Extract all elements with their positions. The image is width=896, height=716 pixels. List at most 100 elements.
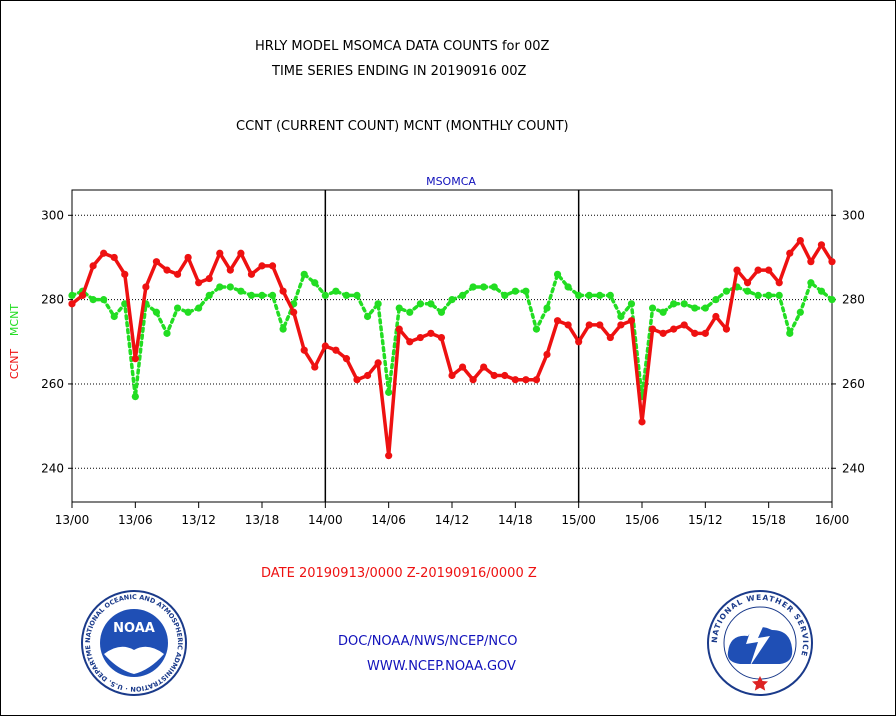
noaa-logo-text: NOAA [113, 621, 155, 636]
point-mcnt [279, 325, 287, 333]
website-link[interactable]: WWW.NCEP.NOAA.GOV [367, 659, 516, 674]
ytick-label-right: 300 [842, 208, 865, 222]
point-mcnt [680, 300, 688, 308]
point-mcnt [617, 312, 625, 321]
point-ccnt [89, 262, 97, 270]
point-mcnt [427, 300, 435, 308]
point-ccnt [796, 236, 804, 245]
chart-title: MSOMCA [426, 175, 476, 188]
date-range: DATE 20190913/0000 Z-20190916/0000 Z [261, 566, 537, 581]
ytick-label-left: 300 [41, 208, 64, 222]
point-ccnt [131, 355, 139, 363]
point-ccnt [458, 363, 467, 371]
point-ccnt [585, 321, 593, 329]
point-mcnt [258, 291, 266, 300]
point-ccnt [173, 270, 182, 278]
point-ccnt [596, 321, 604, 329]
series-line-ccnt [70, 238, 834, 458]
agency-text: DOC/NOAA/NWS/NCEP/NCO [338, 634, 518, 649]
point-ccnt [606, 333, 614, 342]
point-ccnt [522, 376, 530, 384]
point-ccnt [701, 329, 709, 337]
point-ccnt [670, 325, 678, 333]
point-mcnt [268, 291, 277, 300]
point-mcnt [205, 291, 213, 300]
xtick-label: 16/00 [815, 513, 850, 527]
ytick-label-right: 260 [842, 377, 865, 391]
point-mcnt [807, 279, 815, 287]
point-ccnt [490, 371, 498, 380]
ylabel-ccnt: CCNT [8, 349, 21, 380]
point-ccnt [374, 359, 382, 367]
point-ccnt [332, 346, 340, 354]
xtick-label: 14/12 [435, 513, 470, 527]
xtick-label: 13/00 [55, 513, 90, 527]
point-mcnt [511, 287, 519, 295]
point-mcnt [564, 283, 572, 291]
axes: 240 240 260 260 280 280 300 300 13/00 13/06 13/12 1… [41, 189, 865, 527]
xtick-label: 13/12 [181, 513, 216, 527]
grid [72, 190, 832, 502]
xtick-label: 14/06 [371, 513, 406, 527]
point-ccnt [406, 338, 414, 346]
point-ccnt [416, 333, 424, 342]
point-mcnt [722, 287, 731, 295]
point-mcnt [575, 291, 583, 300]
point-mcnt [68, 291, 76, 300]
point-mcnt [173, 304, 182, 312]
point-mcnt [216, 283, 224, 291]
point-mcnt [321, 291, 329, 300]
point-mcnt [775, 291, 783, 300]
xtick-label: 13/18 [245, 513, 280, 527]
ytick-label-left: 240 [41, 461, 64, 475]
point-ccnt [659, 329, 667, 337]
point-ccnt [152, 258, 161, 266]
point-mcnt [828, 296, 836, 304]
point-mcnt [648, 304, 657, 312]
point-mcnt [363, 312, 372, 321]
point-mcnt [480, 283, 488, 291]
point-ccnt [627, 317, 636, 325]
xtick-label: 14/00 [308, 513, 343, 527]
point-ccnt [638, 418, 646, 426]
ytick-label-left: 280 [41, 293, 64, 307]
point-mcnt [89, 296, 97, 304]
point-ccnt [511, 376, 519, 384]
point-mcnt [332, 287, 340, 295]
point-mcnt [100, 296, 108, 304]
point-ccnt [300, 346, 308, 354]
point-mcnt [553, 270, 562, 278]
point-mcnt [522, 287, 530, 295]
point-mcnt [817, 287, 826, 295]
point-mcnt [596, 291, 604, 300]
xtick-label: 15/00 [561, 513, 596, 527]
point-mcnt [670, 300, 678, 308]
point-mcnt [585, 291, 593, 300]
point-mcnt [765, 291, 773, 300]
xtick-label: 15/06 [625, 513, 660, 527]
point-ccnt [807, 258, 815, 266]
point-ccnt [817, 241, 826, 249]
point-mcnt [342, 291, 351, 300]
point-ccnt [353, 376, 361, 384]
point-ccnt [448, 371, 456, 380]
point-mcnt [796, 308, 804, 316]
point-mcnt [469, 283, 477, 291]
point-ccnt [712, 312, 720, 321]
point-ccnt [437, 333, 446, 342]
point-ccnt [100, 249, 108, 257]
header-title: HRLY MODEL MSOMCA DATA COUNTS for 00Z [255, 39, 550, 54]
point-ccnt [691, 329, 699, 337]
point-mcnt [448, 296, 456, 304]
point-mcnt [754, 291, 762, 300]
point-mcnt [490, 283, 498, 291]
series [68, 236, 836, 460]
point-mcnt [501, 291, 509, 300]
point-ccnt [501, 371, 509, 380]
point-ccnt [163, 266, 171, 274]
nws-logo: NATIONAL WEATHER SERVICE [707, 590, 813, 696]
point-mcnt [606, 291, 614, 300]
point-mcnt [110, 312, 118, 321]
noaa-logo: NATIONAL OCEANIC AND ATMOSPHERIC ADMINIS… [80, 590, 187, 696]
point-ccnt [617, 321, 625, 329]
